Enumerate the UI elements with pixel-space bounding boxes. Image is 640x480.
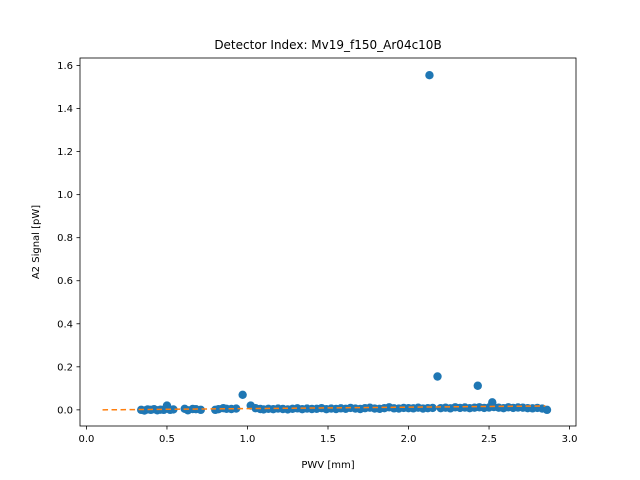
x-tick-label: 0.0 (78, 434, 94, 445)
y-tick-label: 0.4 (57, 319, 73, 330)
data-point (169, 405, 178, 414)
y-tick-label: 0.2 (57, 362, 73, 373)
data-point (542, 405, 552, 415)
data-point (196, 405, 205, 415)
chart-title: Detector Index: Mv19_f150_Ar04c10B (214, 38, 441, 52)
y-tick-label: 1.2 (57, 147, 73, 158)
x-axis: 0.0 0.5 1.0 1.5 2.0 2.5 3.0 (78, 426, 578, 445)
x-tick-label: 3.0 (562, 434, 578, 445)
x-tick-label: 2.5 (481, 434, 497, 445)
x-tick-label: 0.5 (159, 434, 175, 445)
x-tick-label: 2.0 (401, 434, 417, 445)
y-tick-label: 0.8 (57, 233, 73, 244)
y-axis: 0.0 0.2 0.4 0.6 0.8 1.0 1.2 1.4 1.6 (57, 61, 80, 416)
plot-frame (79, 57, 577, 427)
data-point (428, 403, 437, 413)
plot-area (102, 71, 552, 415)
data-point (232, 404, 241, 413)
y-axis-label: A2 Signal [pW] (31, 205, 42, 279)
data-point (473, 381, 482, 390)
y-tick-label: 0.0 (57, 405, 73, 416)
fit-line (102, 405, 546, 411)
x-axis-label: PWV [mm] (301, 460, 354, 471)
data-point (425, 71, 434, 80)
y-tick-label: 1.4 (57, 104, 73, 115)
y-tick-label: 0.6 (57, 276, 73, 287)
data-point (433, 372, 442, 381)
data-point (238, 390, 247, 399)
x-tick-label: 1.5 (320, 434, 336, 445)
y-tick-label: 1.6 (57, 61, 73, 72)
y-tick-label: 1.0 (57, 190, 73, 201)
x-tick-label: 1.0 (240, 434, 256, 445)
